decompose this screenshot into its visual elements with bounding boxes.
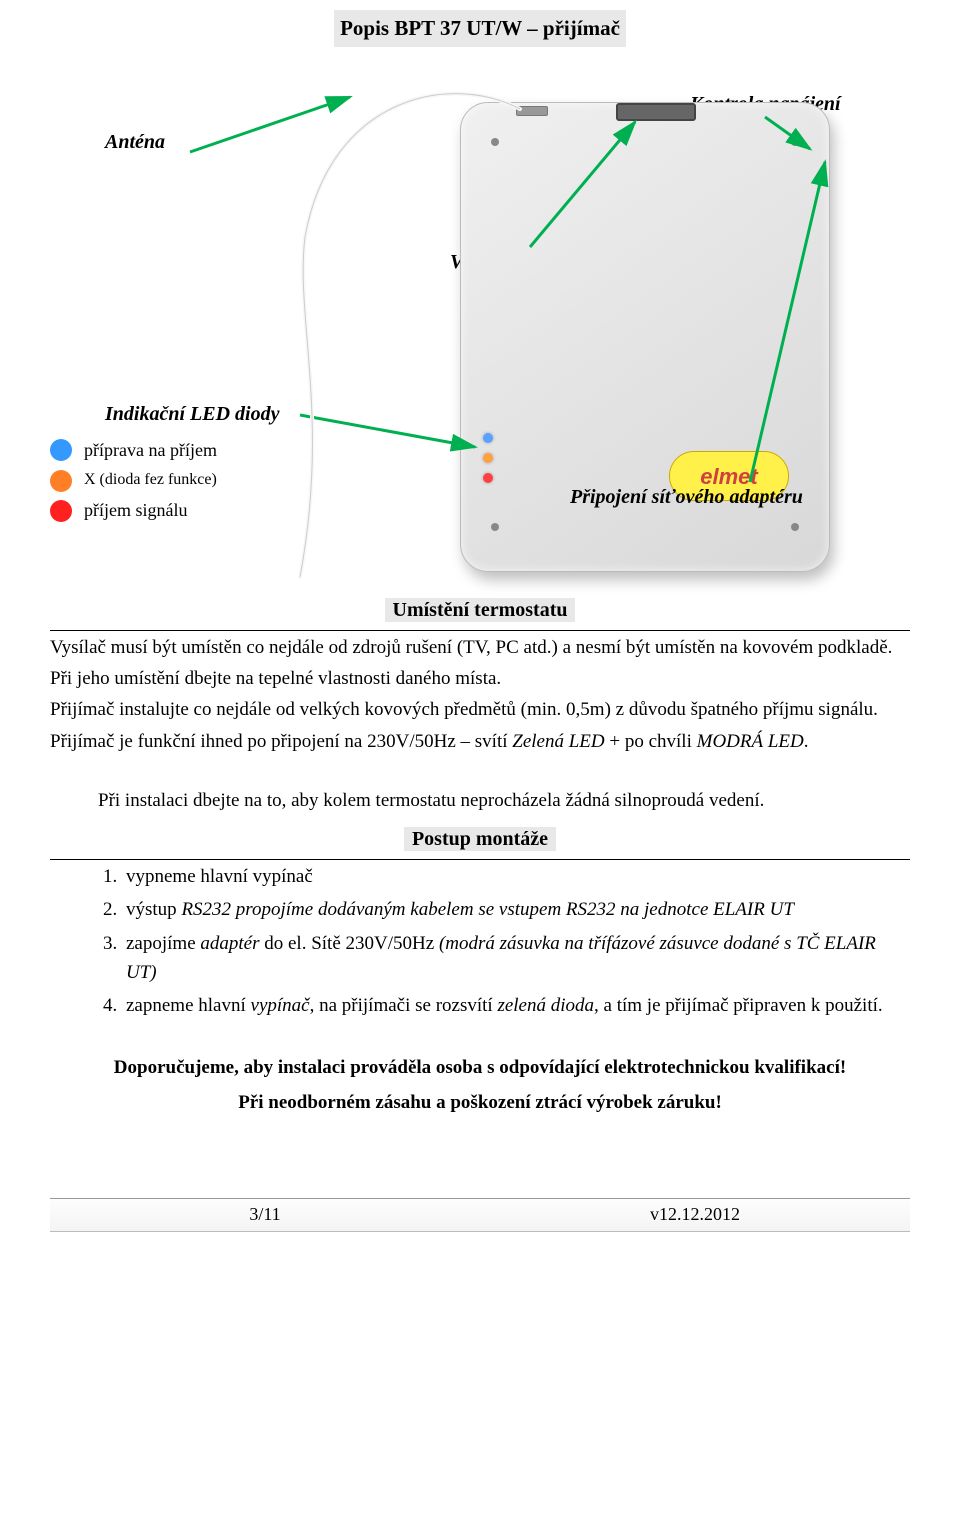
label-antenna: Anténa	[105, 127, 165, 158]
led-legend-row: příprava na příjem	[50, 437, 217, 465]
device-led-red	[483, 473, 493, 483]
step-item: výstup RS232 propojíme dodávaným kabelem…	[122, 895, 910, 924]
footer-page: 3/11	[50, 1201, 480, 1229]
led-legend-text: X (dioda fez funkce)	[84, 468, 217, 493]
device-usb-port	[516, 106, 548, 116]
text-run: zapneme hlavní	[126, 995, 251, 1016]
paragraph: Přijímač instalujte co nejdále od velkýc…	[50, 695, 910, 724]
section-header-text: Umístění termostatu	[385, 598, 576, 622]
install-note: Při instalaci dbejte na to, aby kolem te…	[98, 786, 910, 815]
led-dot-orange	[50, 470, 72, 492]
text-run: , a tím je přijímač připraven k použití.	[594, 995, 883, 1016]
screw-icon	[791, 138, 799, 146]
screw-icon	[491, 138, 499, 146]
text-run: + po chvíli	[605, 731, 697, 752]
warning-line-1: Doporučujeme, aby instalaci prováděla os…	[50, 1053, 910, 1082]
text-run: zapojíme	[126, 933, 200, 954]
device-led-orange	[483, 453, 493, 463]
text-run: do el. Sítě 230V/50Hz	[260, 933, 439, 954]
text-run: vypínač	[251, 995, 310, 1016]
text-run: adaptér	[200, 933, 259, 954]
warning-line-2: Při neodborném zásahu a poškození ztrácí…	[50, 1088, 910, 1117]
section-header-placement: Umístění termostatu	[50, 595, 910, 626]
page-footer: 3/11 v12.12.2012	[50, 1198, 910, 1232]
led-dot-blue	[50, 439, 72, 461]
paragraph: Přijímač je funkční ihned po připojení n…	[50, 727, 910, 756]
led-legend-row: X (dioda fez funkce)	[50, 468, 217, 493]
section-header-mount: Postup montáže	[50, 824, 910, 855]
screw-icon	[791, 523, 799, 531]
text-run: Zelená LED	[512, 731, 604, 752]
led-legend: příprava na příjem X (dioda fez funkce) …	[50, 437, 217, 530]
label-led-title: Indikační LED diody	[105, 399, 279, 430]
device-led-blue	[483, 433, 493, 443]
label-adapter: Připojení síťového adaptéru	[570, 482, 803, 513]
footer-version: v12.12.2012	[480, 1201, 910, 1229]
text-run: zelená dioda	[497, 995, 594, 1016]
divider	[50, 630, 910, 631]
text-run: Přijímač je funkční ihned po připojení n…	[50, 731, 512, 752]
led-legend-row: příjem signálu	[50, 497, 217, 525]
page-title-text: Popis BPT 37 UT/W – přijímač	[334, 10, 626, 47]
led-legend-text: příprava na příjem	[84, 437, 217, 465]
text-run: MODRÁ LED	[697, 731, 804, 752]
section-header-text: Postup montáže	[404, 827, 556, 851]
step-item: vypneme hlavní vypínač	[122, 862, 910, 891]
screw-icon	[491, 523, 499, 531]
step-item: zapneme hlavní vypínač, na přijímači se …	[122, 991, 910, 1020]
step-item: zapojíme adaptér do el. Sítě 230V/50Hz (…	[122, 929, 910, 988]
text-run: výstup	[126, 899, 181, 920]
placement-text: Vysílač musí být umístěn co nejdále od z…	[50, 633, 910, 757]
text-run: , na přijímači se rozsvítí	[310, 995, 498, 1016]
text-run: .	[804, 731, 809, 752]
device-diagram: Anténa Kontrola napájení Výstup RS232 In…	[50, 57, 910, 587]
divider	[50, 859, 910, 860]
page-title: Popis BPT 37 UT/W – přijímač	[50, 10, 910, 47]
text-run: RS232 propojíme dodávaným kabelem se vst…	[181, 899, 793, 920]
led-dot-red	[50, 500, 72, 522]
paragraph: Při jeho umístění dbejte na tepelné vlas…	[50, 664, 910, 693]
paragraph: Vysílač musí být umístěn co nejdále od z…	[50, 633, 910, 662]
led-legend-text: příjem signálu	[84, 497, 187, 525]
mount-steps: vypneme hlavní vypínač výstup RS232 prop…	[122, 862, 910, 1021]
device-rs232-port	[616, 103, 696, 121]
